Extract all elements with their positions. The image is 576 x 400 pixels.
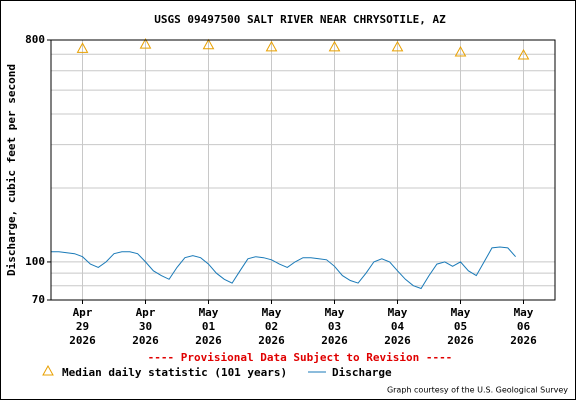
y-tick-label: 800: [25, 33, 45, 46]
plot-area: [51, 40, 555, 300]
median-marker: [265, 40, 278, 52]
x-tick-label: 2026: [69, 334, 96, 347]
x-tick-label: 02: [265, 320, 278, 333]
x-tick-label: 2026: [510, 334, 537, 347]
legend-marker: [42, 364, 54, 376]
median-marker: [454, 45, 467, 57]
x-tick-label: 30: [139, 320, 152, 333]
x-tick-label: Apr: [136, 306, 156, 319]
notice: ---- Provisional Data Subject to Revisio…: [148, 351, 453, 364]
x-tick-label: 06: [517, 320, 531, 333]
x-tick-label: 05: [454, 320, 467, 333]
discharge-line: [51, 246, 516, 290]
x-tick-label: 2026: [258, 334, 285, 347]
median-marker: [202, 38, 215, 50]
x-tick-label: 03: [328, 320, 341, 333]
x-tick-label: May: [388, 306, 408, 319]
y-axis-label: Discharge, cubic feet per second: [5, 64, 18, 276]
x-tick-label: May: [514, 306, 534, 319]
x-tick-label: 2026: [384, 334, 411, 347]
y-tick-label: 70: [32, 293, 45, 306]
x-tick-label: May: [325, 306, 345, 319]
chart-title: USGS 09497500 SALT RIVER NEAR CHRYSOTILE…: [154, 13, 446, 26]
x-tick-label: 2026: [132, 334, 159, 347]
median-marker: [391, 40, 404, 52]
x-tick-label: 2026: [321, 334, 348, 347]
x-tick-label: 2026: [447, 334, 474, 347]
x-tick-label: 01: [202, 320, 216, 333]
median-marker: [517, 48, 530, 60]
plot-border: [50, 39, 556, 301]
median-marker: [76, 42, 89, 53]
x-tick-label: May: [199, 306, 219, 319]
y-tick-label: 100: [25, 255, 45, 268]
x-tick-label: May: [262, 306, 282, 319]
x-tick-label: May: [451, 306, 471, 319]
credit: Graph courtesy of the U.S. Geological Su…: [387, 386, 568, 395]
median-marker: [328, 40, 341, 52]
legend-label: Discharge: [332, 366, 392, 379]
x-tick-label: 2026: [195, 334, 222, 347]
x-tick-label: 04: [391, 320, 405, 333]
median-marker: [139, 38, 152, 49]
x-tick-label: 29: [76, 320, 89, 333]
legend-label: Median daily statistic (101 years): [62, 366, 287, 379]
x-tick-label: Apr: [73, 306, 93, 319]
